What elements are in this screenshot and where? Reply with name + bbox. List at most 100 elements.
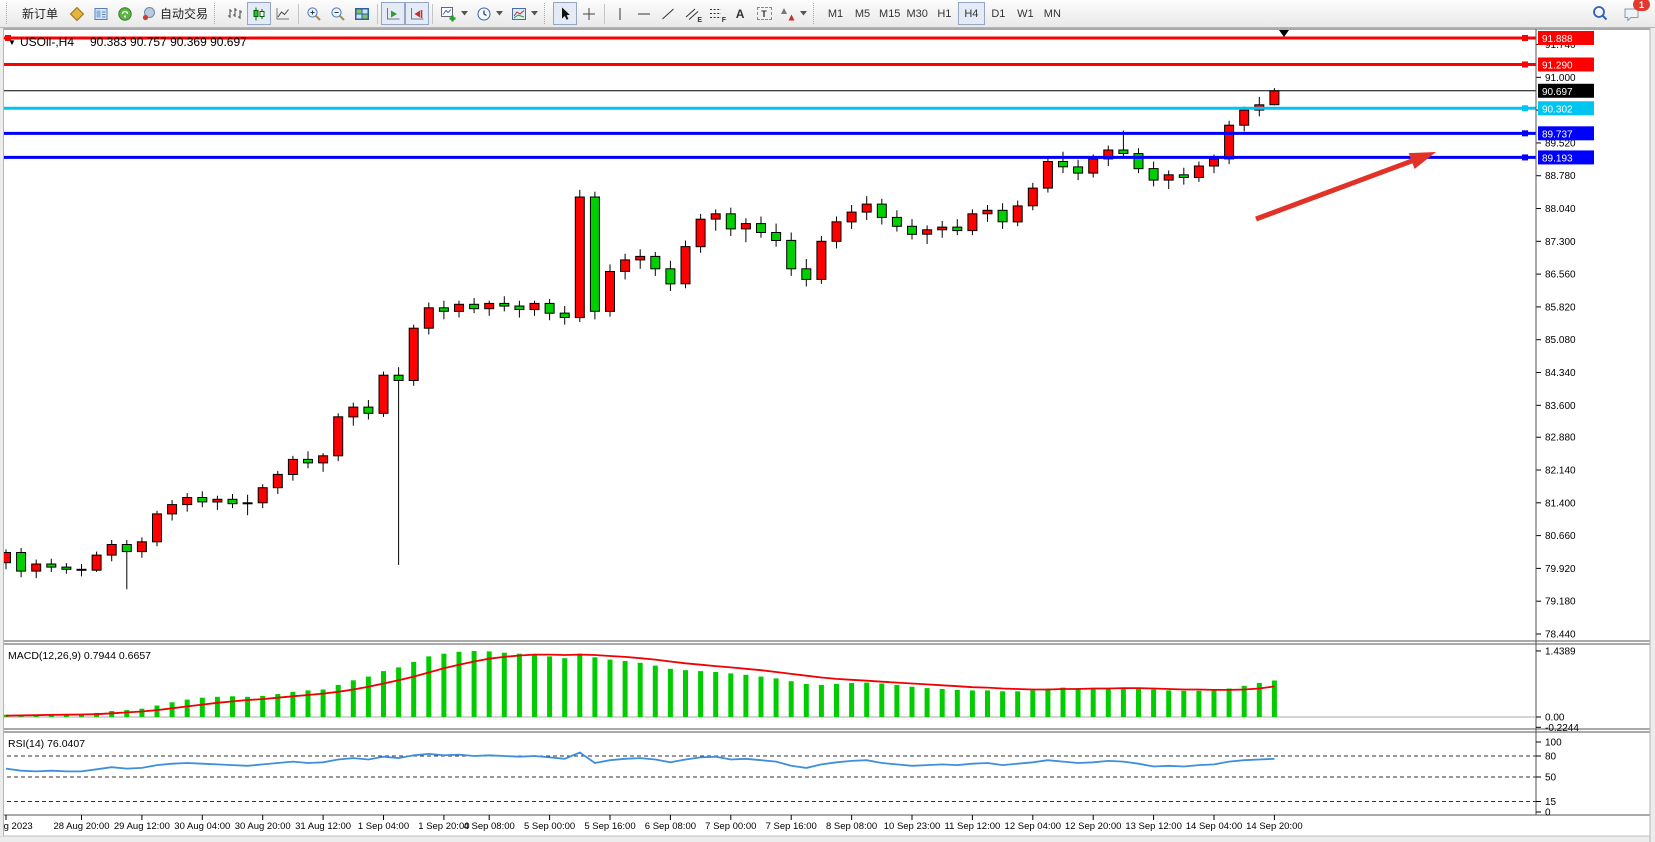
chart-canvas[interactable]: 91.74091.00090.26089.52088.78088.04087.3… [0, 28, 1655, 842]
arrow-tools-icon [780, 6, 796, 22]
search-button[interactable] [1588, 2, 1613, 25]
new-order-button[interactable]: 新订单 [15, 2, 65, 25]
timeframe-m15-button[interactable]: M15 [876, 2, 903, 25]
text-button[interactable]: A [728, 2, 752, 25]
price-badge [1538, 57, 1594, 72]
candle [725, 213, 736, 230]
bid-price-badge [1538, 83, 1594, 98]
line-handle[interactable] [1522, 34, 1528, 41]
periods-button[interactable] [472, 2, 507, 25]
candle [484, 302, 495, 310]
market-watch-icon [69, 6, 85, 22]
autotrading-icon [141, 6, 157, 22]
line-handle[interactable] [5, 34, 11, 41]
fibonacci-glyph: F [721, 17, 727, 24]
candle [650, 255, 661, 270]
navigator-button[interactable] [89, 2, 113, 25]
toolbar-right: 1 [1588, 0, 1651, 25]
timeframe-d1-button[interactable]: D1 [985, 2, 1012, 25]
svg-text:6 Sep 08:00: 6 Sep 08:00 [645, 821, 696, 832]
timeframe-m30-button[interactable]: M30 [903, 2, 930, 25]
candle [1224, 124, 1235, 160]
zoom-out-button[interactable] [326, 2, 350, 25]
add-indicator-button[interactable] [436, 2, 472, 25]
auto-scroll-button[interactable] [381, 2, 406, 25]
equidistant-channel-button[interactable]: E [680, 2, 704, 25]
vertical-line-button[interactable] [608, 2, 632, 25]
candlestick-chart-button[interactable] [247, 2, 272, 25]
candle [318, 455, 329, 464]
candle [454, 303, 464, 312]
candle [1269, 90, 1280, 106]
chat-button[interactable]: 1 [1619, 0, 1650, 25]
trend-arrow-object[interactable] [1255, 152, 1436, 222]
candle [620, 259, 631, 272]
candle [106, 544, 117, 556]
fibonacci-button[interactable]: F [704, 2, 728, 25]
candle [1088, 158, 1099, 174]
line-chart-button[interactable] [271, 2, 295, 25]
chart-area[interactable]: 91.74091.00090.26089.52088.78088.04087.3… [0, 28, 1655, 842]
line-handle[interactable] [1522, 61, 1528, 68]
candle [91, 554, 102, 571]
toolbar-separator [432, 3, 434, 24]
text-label-button[interactable]: T [752, 2, 776, 25]
svg-text:79.180: 79.180 [1545, 597, 1576, 608]
chart-shift-button[interactable] [405, 2, 430, 25]
timeframe-m1-button[interactable]: M1 [822, 2, 849, 25]
tile-windows-button[interactable] [350, 2, 374, 25]
timeframe-mn-button[interactable]: MN [1039, 2, 1066, 25]
symbol-title: USOil-,H4 [20, 35, 74, 49]
time-axis[interactable]: 28 Aug 2023 28 Aug 20:00 29 Aug 12:00 30 Au… [0, 815, 1303, 832]
candle [1178, 174, 1189, 179]
candle [982, 209, 993, 215]
bar-chart-button[interactable] [223, 2, 247, 25]
ohlc-values: 90.383 90.757 90.369 90.697 [90, 35, 247, 49]
candle [1012, 205, 1023, 223]
svg-text:50: 50 [1545, 773, 1557, 784]
candle [423, 307, 434, 329]
market-watch-button[interactable] [65, 2, 89, 25]
svg-text:79.920: 79.920 [1545, 564, 1576, 575]
timeframe-group: M1 M5 M15 M30 H1 H4 D1 W1 MN [822, 2, 1066, 25]
autotrading-button[interactable]: 自动交易 [137, 2, 212, 25]
timeframe-h1-button[interactable]: H1 [931, 2, 958, 25]
price-axis[interactable]: 91.74091.00090.26089.52088.78088.04087.3… [1536, 30, 1594, 641]
timeframe-h4-button[interactable]: H4 [957, 2, 985, 25]
candle [287, 458, 298, 475]
candle [589, 196, 600, 312]
line-handle[interactable] [1522, 154, 1528, 161]
macd-histogram [3, 651, 1277, 717]
candle [846, 211, 857, 223]
candle [574, 196, 585, 319]
chart-shift-marker[interactable] [1279, 30, 1289, 37]
svg-text:10 Sep 23:00: 10 Sep 23:00 [884, 821, 941, 832]
candle [605, 271, 615, 312]
svg-text:30 Aug 20:00: 30 Aug 20:00 [235, 821, 291, 832]
zoom-in-button[interactable] [302, 2, 326, 25]
svg-text:0: 0 [1545, 808, 1551, 819]
candle [363, 406, 374, 414]
crosshair-button[interactable] [577, 2, 601, 25]
line-handle[interactable] [1522, 105, 1528, 112]
candle [876, 203, 887, 218]
template-button[interactable] [507, 2, 542, 25]
trendline-button[interactable] [656, 2, 680, 25]
signals-button[interactable] [113, 2, 137, 25]
horizontal-line-button[interactable] [632, 2, 656, 25]
svg-text:80: 80 [1545, 752, 1557, 763]
chevron-down-icon [531, 11, 539, 16]
svg-text:1.4389: 1.4389 [1545, 646, 1576, 657]
toolbar-grip [6, 3, 11, 24]
timeframe-w1-button[interactable]: W1 [1012, 2, 1039, 25]
timeframe-m5-button[interactable]: M5 [849, 2, 876, 25]
cursor-button[interactable] [553, 2, 578, 25]
candle [61, 566, 72, 570]
svg-text:28 Aug 20:00: 28 Aug 20:00 [54, 821, 110, 832]
line-handle[interactable] [1522, 130, 1528, 137]
rsi-line [5, 751, 1275, 773]
equidistant-channel-icon [684, 6, 700, 22]
arrow-tools-button[interactable] [776, 2, 811, 25]
toolbar-separator [377, 3, 379, 24]
candle [257, 487, 268, 504]
